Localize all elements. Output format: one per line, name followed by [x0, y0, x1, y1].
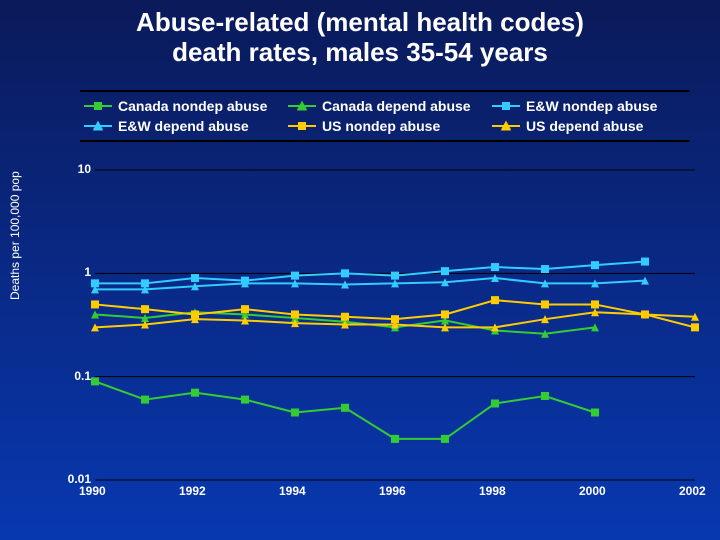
legend-marker-icon	[288, 105, 316, 107]
legend-label: US nondep abuse	[322, 118, 440, 134]
x-tick-label: 1992	[179, 484, 206, 498]
legend-label: US depend abuse	[526, 118, 643, 134]
y-axis-label: Deaths per 100,000 pop	[8, 171, 22, 300]
x-tick-label: 2002	[679, 484, 706, 498]
legend-marker-icon	[288, 125, 316, 127]
y-tick-label: 10	[78, 162, 91, 176]
legend-item: US depend abuse	[492, 118, 686, 134]
legend-marker-icon	[492, 125, 520, 127]
chart-area: 0.010.11101990199219941996199820002002	[65, 160, 700, 502]
legend-item: US nondep abuse	[288, 118, 482, 134]
legend-item: Canada depend abuse	[288, 98, 482, 114]
x-tick-label: 1994	[279, 484, 306, 498]
legend-label: Canada depend abuse	[322, 98, 471, 114]
x-tick-label: 1990	[79, 484, 106, 498]
x-tick-label: 1996	[379, 484, 406, 498]
title-line-2: death rates, males 35-54 years	[172, 37, 548, 67]
legend-item: E&W depend abuse	[84, 118, 278, 134]
y-tick-label: 1	[84, 265, 91, 279]
legend-label: E&W nondep abuse	[526, 98, 657, 114]
chart-title: Abuse-related (mental health codes) deat…	[0, 8, 720, 68]
slide: Abuse-related (mental health codes) deat…	[0, 0, 720, 540]
plot-svg	[65, 160, 700, 502]
legend-marker-icon	[84, 105, 112, 107]
x-tick-label: 1998	[479, 484, 506, 498]
legend-marker-icon	[84, 125, 112, 127]
legend-item: E&W nondep abuse	[492, 98, 686, 114]
y-tick-label: 0.1	[74, 369, 91, 383]
legend-marker-icon	[492, 105, 520, 107]
legend-item: Canada nondep abuse	[84, 98, 278, 114]
legend-label: Canada nondep abuse	[118, 98, 267, 114]
x-tick-label: 2000	[579, 484, 606, 498]
title-line-1: Abuse-related (mental health codes)	[136, 7, 584, 37]
legend: Canada nondep abuse Canada depend abuse E&…	[80, 90, 690, 142]
legend-label: E&W depend abuse	[118, 118, 249, 134]
